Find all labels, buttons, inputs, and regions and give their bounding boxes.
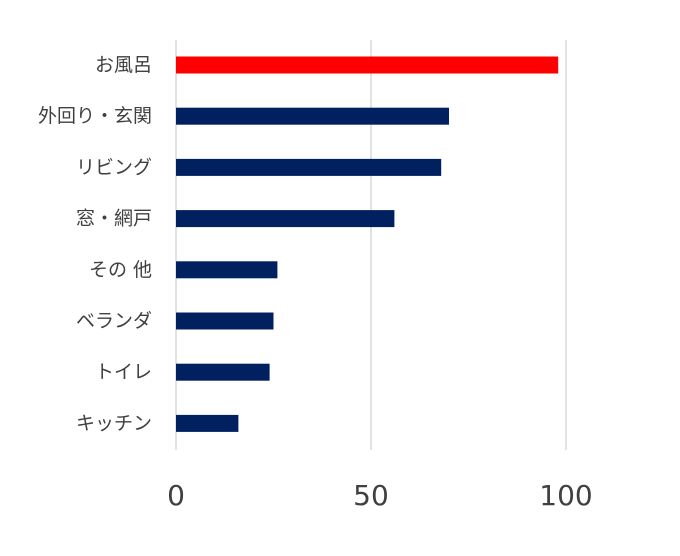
category-label-1: お風呂 <box>95 54 152 76</box>
x-tick-label-100: 100 <box>539 479 592 512</box>
bar-3 <box>176 158 442 176</box>
category-label-6: ベランダ <box>76 310 152 332</box>
category-label-3: リビング <box>76 156 152 178</box>
bar-6 <box>176 312 274 330</box>
bar-8 <box>176 414 239 432</box>
bar-2 <box>176 107 449 125</box>
x-tick-label-50: 50 <box>353 479 389 512</box>
bar-4 <box>176 210 395 228</box>
category-label-2: 外回り・玄関 <box>38 105 152 127</box>
category-label-5: その 他 <box>89 259 152 281</box>
bars <box>176 56 559 432</box>
x-tick-label-0: 0 <box>167 479 185 512</box>
gridlines <box>175 40 567 450</box>
bar-7 <box>176 363 270 381</box>
category-label-7: トイレ <box>95 361 152 383</box>
category-label-4: 窓・網戸 <box>76 208 152 230</box>
bar-1 <box>176 56 559 74</box>
category-label-8: キッチン <box>76 412 152 434</box>
bar-5 <box>176 261 278 279</box>
x-axis-tick-labels: 0 50 100 <box>167 479 593 512</box>
